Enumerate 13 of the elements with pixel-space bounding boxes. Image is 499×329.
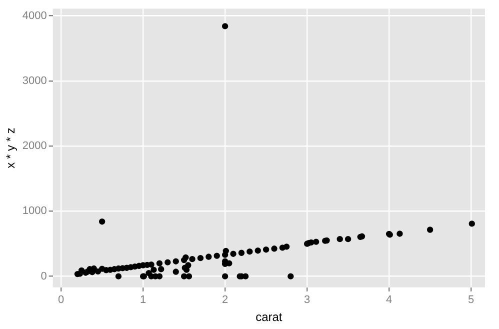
x-tick-label: 0 [58, 294, 64, 306]
x-tick-label: 3 [304, 294, 310, 306]
y-tick-label: 2000 [22, 140, 47, 152]
x-tick-label: 2 [222, 294, 228, 306]
x-tick-label: 1 [140, 294, 146, 306]
y-tick-label: 3000 [22, 74, 47, 87]
y-tick-label: 1000 [22, 205, 47, 218]
y-axis-title: x * y * z [4, 128, 18, 168]
x-tick-label: 4 [386, 294, 392, 306]
y-tick-label: 0 [40, 270, 47, 282]
x-axis-title: carat [256, 310, 283, 324]
y-tick-label: 4000 [22, 10, 47, 22]
x-tick-label: 5 [468, 294, 474, 306]
